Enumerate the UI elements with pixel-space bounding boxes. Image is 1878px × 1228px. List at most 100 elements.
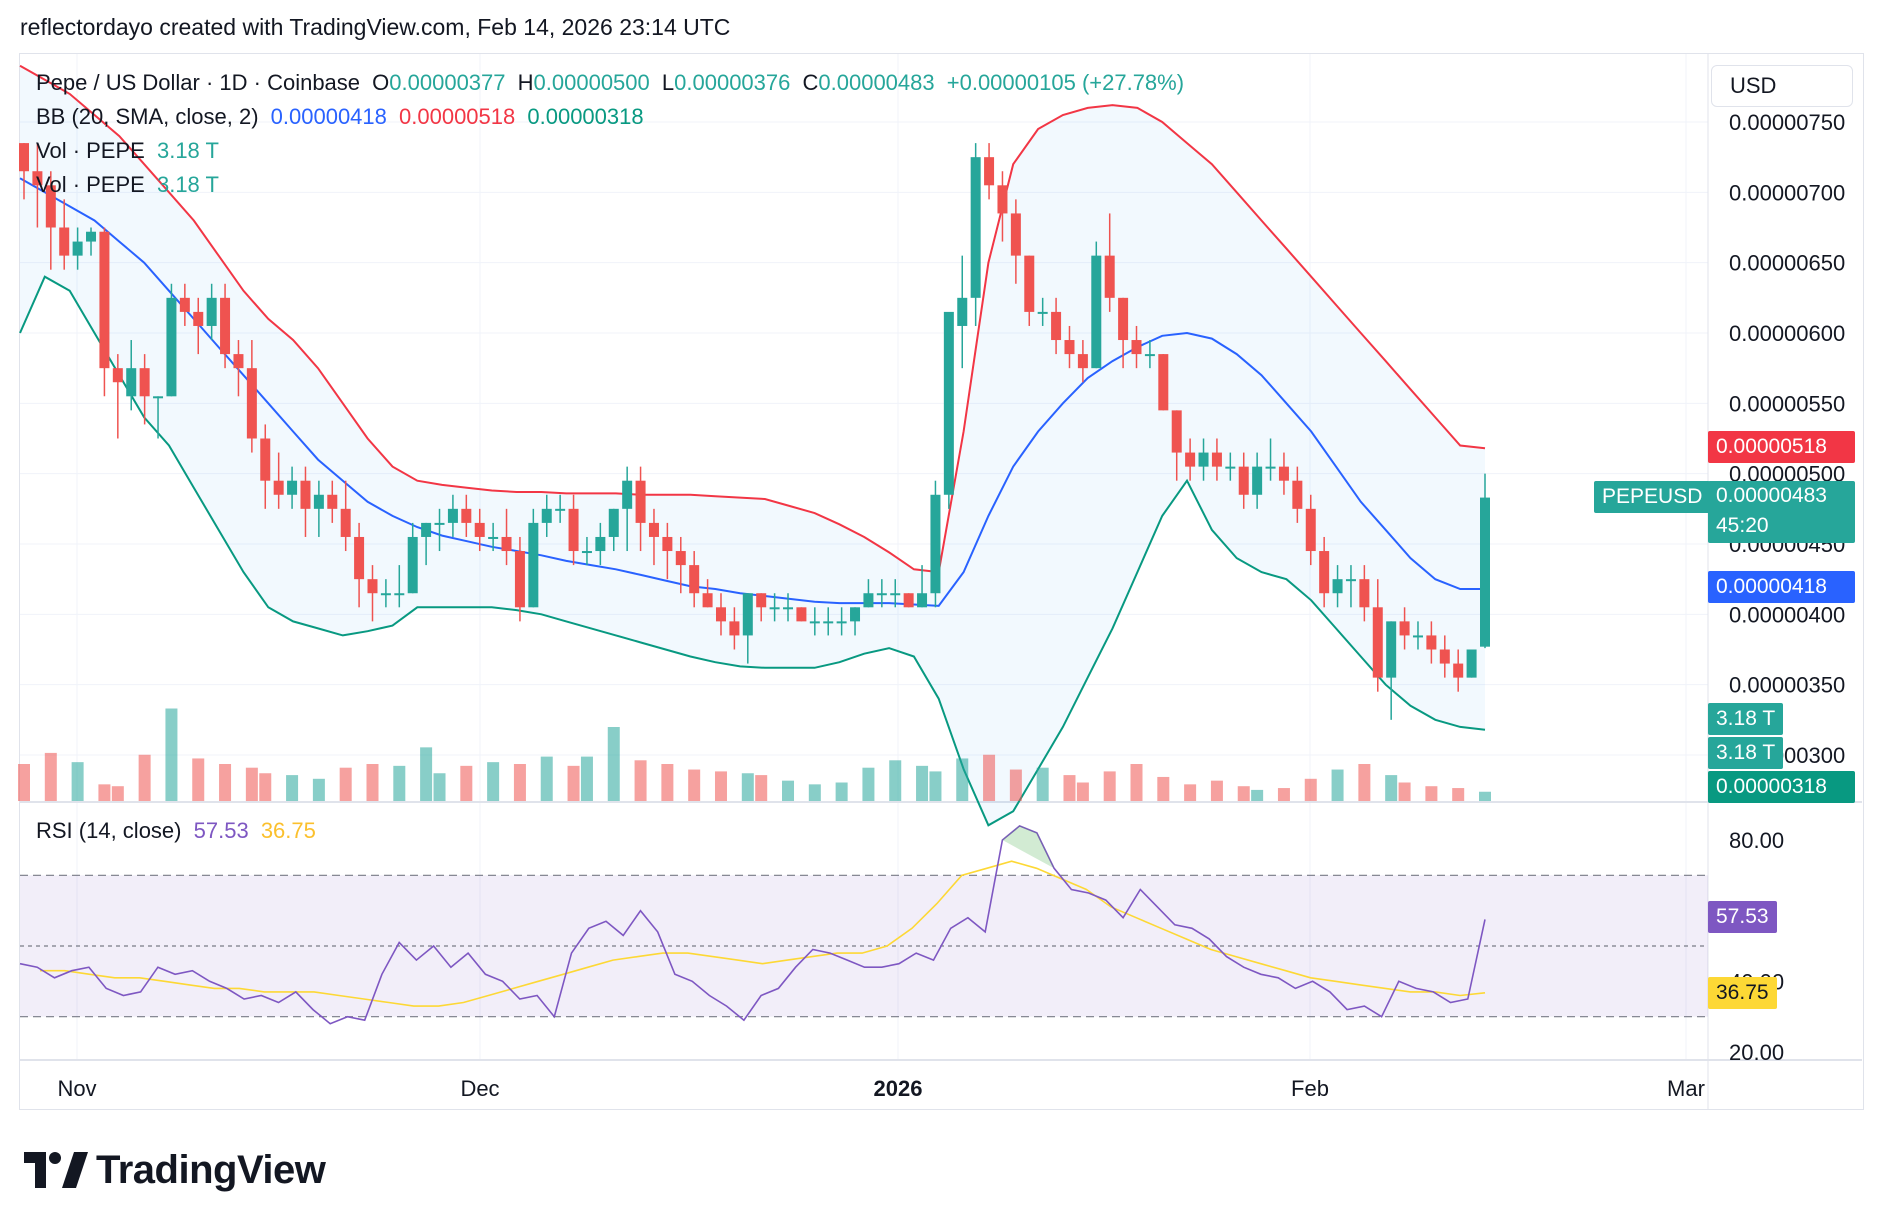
volume-bar: [1331, 769, 1344, 801]
legend-h-value: 0.00000500: [533, 70, 650, 95]
candle-body: [1372, 607, 1383, 678]
legend-l-label: L: [661, 70, 675, 95]
candle-body: [863, 593, 874, 608]
candle-body: [461, 508, 472, 523]
legend-rsi-label[interactable]: RSI (14, close): [36, 818, 182, 843]
legend-vol-row: Vol · PEPE 3.18 T: [36, 138, 225, 164]
bb-lower-tag: 0.00000318: [1708, 771, 1855, 803]
candle-body: [1292, 480, 1303, 509]
legend-rsi-value: 57.53: [193, 818, 249, 843]
candle-body: [876, 593, 887, 596]
candle-body: [997, 185, 1008, 214]
volume-bar: [1184, 784, 1197, 801]
volume-bar: [755, 775, 768, 801]
candle-body: [139, 368, 150, 397]
rsi-axis-label: 80.00: [1729, 828, 1784, 853]
candle-body: [1118, 297, 1129, 341]
candle-body: [1332, 579, 1343, 594]
candle-body: [112, 368, 123, 383]
candle-body: [354, 536, 365, 580]
legend-symbol[interactable]: Pepe / US Dollar · 1D · Coinbase: [36, 70, 361, 95]
rsi-ma-line: [40, 860, 1486, 1007]
candle-body: [1064, 340, 1075, 355]
volume-bar: [71, 762, 84, 801]
bb-fill: [20, 65, 1485, 826]
price-axis-label: 0.00000750: [1729, 110, 1845, 135]
volume-bar: [634, 760, 647, 801]
attribution-text: reflectordayo created with TradingView.c…: [20, 14, 731, 40]
legend-bb-label[interactable]: BB (20, SMA, close, 2): [36, 104, 259, 129]
legend-vol2-value: 3.18 T: [156, 172, 219, 197]
time-axis-label: 2026: [874, 1076, 923, 1101]
legend-vol2-label[interactable]: Vol · PEPE: [36, 172, 145, 197]
volume-bar: [433, 773, 446, 801]
symbol-tag: PEPEUSD: [1594, 481, 1711, 513]
candle-body: [903, 593, 914, 608]
volume-bar: [916, 765, 929, 801]
candle-body: [1077, 354, 1088, 369]
candle-body: [1171, 410, 1182, 453]
candle-body: [1426, 635, 1437, 650]
volume-bar: [782, 780, 795, 801]
volume-bar: [688, 769, 701, 801]
candle-body: [984, 157, 995, 186]
chart-frame[interactable]: [19, 53, 1864, 1110]
legend-rsi-row: RSI (14, close) 57.53 36.75: [36, 818, 322, 844]
candle-body: [930, 494, 941, 594]
volume-bar: [165, 708, 178, 801]
volume-bar: [513, 764, 526, 801]
candle-body: [246, 368, 257, 439]
candle-body: [1024, 255, 1035, 312]
candle-body: [233, 354, 244, 369]
candle-body: [1144, 354, 1155, 357]
candle-body: [1466, 649, 1477, 678]
candle-body: [327, 494, 338, 509]
candle-body: [742, 593, 753, 636]
price-axis-label: 0.00000650: [1729, 251, 1845, 276]
legend-vol2-row: Vol · PEPE 3.18 T: [36, 172, 225, 198]
legend-vol-label[interactable]: Vol · PEPE: [36, 138, 145, 163]
candle-body: [206, 297, 217, 326]
volume-bar: [929, 771, 942, 801]
candle-body: [300, 480, 311, 509]
candle-body: [970, 157, 981, 298]
legend-bb-basis: 0.00000418: [270, 104, 387, 129]
candle-body: [528, 522, 539, 608]
volume-bar: [1358, 764, 1371, 801]
candle-body: [1185, 452, 1196, 467]
candle-body: [193, 311, 204, 326]
volume-bar: [889, 760, 902, 801]
candle-body: [1051, 311, 1062, 341]
legend-bb-lower: 0.00000318: [527, 104, 644, 129]
candle-body: [555, 508, 566, 511]
volume-bar: [192, 758, 205, 801]
candle-body: [1131, 340, 1142, 355]
candle-body: [1158, 354, 1169, 411]
volume-bar: [1385, 775, 1398, 801]
volume-bar: [580, 756, 593, 801]
candle-body: [917, 593, 928, 608]
volume-bar: [835, 782, 848, 801]
volume-bar: [1210, 780, 1223, 801]
volume-bar: [808, 784, 821, 801]
volume-bar: [487, 762, 500, 801]
time-axis-label: Nov: [57, 1076, 96, 1101]
volume-bar: [18, 764, 30, 801]
legend-vol-value: 3.18 T: [156, 138, 219, 163]
currency-button[interactable]: USD: [1711, 65, 1853, 107]
volume-bar: [460, 765, 473, 801]
bb-upper-line: [19, 64, 1486, 574]
volume-bar: [1277, 788, 1290, 801]
bb-upper-tag: 0.00000518: [1708, 431, 1855, 463]
candle-body: [796, 607, 807, 622]
candle-body: [1211, 452, 1222, 467]
candle-body: [273, 480, 284, 495]
candle-body: [729, 621, 740, 636]
candle-body: [1359, 579, 1370, 608]
volume-bar: [393, 765, 406, 801]
volume-bar: [1452, 788, 1465, 801]
volume-bar: [339, 767, 352, 801]
candle-body: [662, 536, 673, 552]
candle-body: [166, 297, 177, 397]
